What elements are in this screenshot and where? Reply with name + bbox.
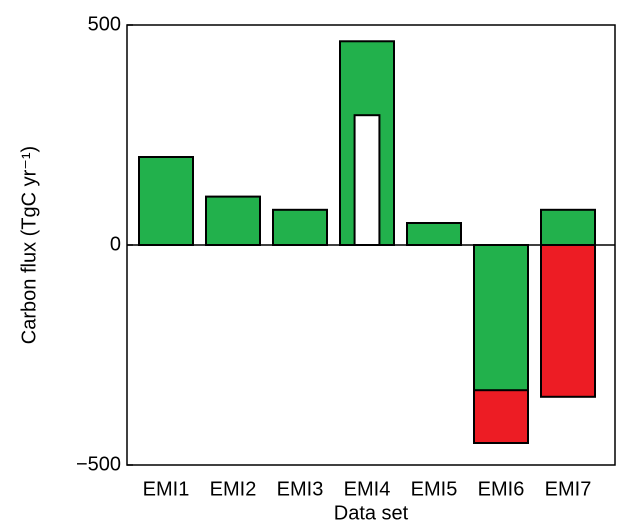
bar xyxy=(272,208,328,247)
x-tick-label: EMI1 xyxy=(143,478,190,500)
x-axis-label: Data set xyxy=(334,502,409,524)
bar xyxy=(406,222,462,246)
y-tick-label: 0 xyxy=(110,233,121,255)
y-tick-label: −500 xyxy=(76,453,121,475)
x-tick-label: EMI4 xyxy=(344,478,391,500)
x-tick-label: EMI7 xyxy=(545,478,592,500)
x-tick-label: EMI3 xyxy=(277,478,324,500)
y-axis-label: Carbon flux (TgC yr⁻¹) xyxy=(18,146,40,344)
x-tick-label: EMI6 xyxy=(478,478,525,500)
bar xyxy=(540,244,596,398)
y-tick-label: 500 xyxy=(88,13,121,35)
bar xyxy=(473,244,529,392)
bar xyxy=(205,195,261,247)
plot-frame xyxy=(126,24,616,466)
bar xyxy=(540,208,596,247)
x-tick-label: EMI2 xyxy=(210,478,257,500)
x-tick-label: EMI5 xyxy=(411,478,458,500)
bar xyxy=(353,114,381,246)
bar xyxy=(138,156,194,246)
